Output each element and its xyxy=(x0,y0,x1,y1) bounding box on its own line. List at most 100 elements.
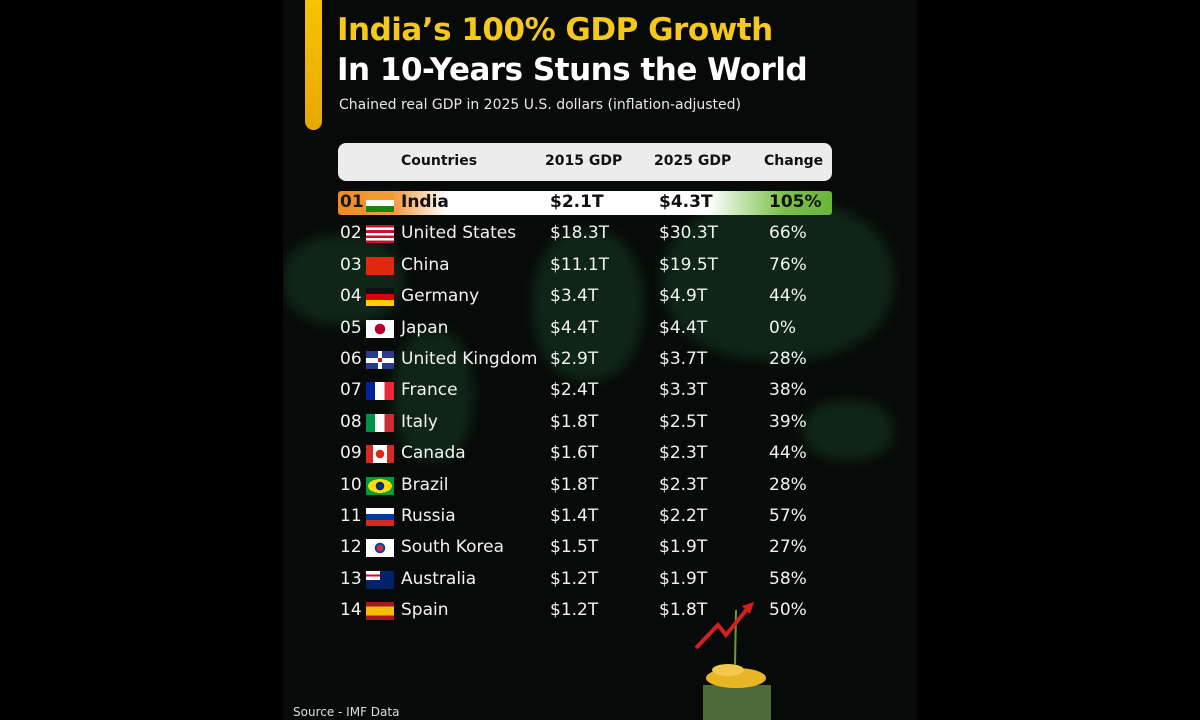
country-name: India xyxy=(401,192,449,212)
gdp-2025: $1.9T xyxy=(659,537,708,558)
table-row: 14 Spain $1.2T $1.8T 50% xyxy=(338,599,832,623)
title-line-2: In 10-Years Stuns the World xyxy=(337,52,808,88)
table-row: 02 United States $18.3T $30.3T 66% xyxy=(338,222,832,246)
rank: 09 xyxy=(340,443,362,464)
gdp-2025: $4.9T xyxy=(659,286,708,307)
table-row: 05 Japan $4.4T $4.4T 0% xyxy=(338,317,832,341)
world-map-shape xyxy=(533,230,643,380)
table-row: 07 France $2.4T $3.3T 38% xyxy=(338,379,832,403)
south-korea-flag-icon xyxy=(366,539,394,558)
gdp-2025: $4.3T xyxy=(659,192,713,212)
title-line-1: India’s 100% GDP Growth xyxy=(337,12,773,48)
trend-arrow-icon xyxy=(694,606,750,650)
growth-money-illustration xyxy=(694,602,771,720)
australia-flag-icon xyxy=(366,570,394,589)
country-name: United States xyxy=(401,223,517,244)
table-header: Countries 2015 GDP 2025 GDP Change xyxy=(338,143,832,181)
gdp-2015: $1.5T xyxy=(550,537,599,558)
world-map-shape xyxy=(663,200,893,360)
country-name: China xyxy=(401,254,450,275)
column-header-2025: 2025 GDP xyxy=(654,153,732,169)
change-percent: 0% xyxy=(769,317,796,338)
table-row: 11 Russia $1.4T $2.2T 57% xyxy=(338,505,832,529)
change-percent: 39% xyxy=(769,411,807,432)
gdp-2025: $2.3T xyxy=(659,474,708,495)
rank: 14 xyxy=(340,600,362,621)
country-name: Australia xyxy=(401,568,477,589)
gdp-2025: $30.3T xyxy=(659,223,719,244)
change-percent: 28% xyxy=(769,474,807,495)
arrowhead xyxy=(742,602,754,614)
change-percent: 66% xyxy=(769,223,807,244)
russia-flag-icon xyxy=(366,508,394,526)
world-map-shape xyxy=(283,235,403,325)
rank: 12 xyxy=(340,537,362,558)
table-row: 01 India $2.1T $4.3T 105% xyxy=(338,191,832,215)
change-percent: 50% xyxy=(769,600,807,621)
column-header-change: Change xyxy=(764,153,824,169)
infographic: India’s 100% GDP Growth In 10-Years Stun… xyxy=(283,0,917,720)
country-name: South Korea xyxy=(401,537,505,558)
change-percent: 57% xyxy=(769,506,807,526)
germany-flag-icon xyxy=(366,288,394,307)
gdp-2015: $1.2T xyxy=(550,568,599,589)
japan-flag-icon xyxy=(366,319,394,338)
brazil-flag-icon xyxy=(366,476,394,495)
gdp-2015: $1.2T xyxy=(550,600,599,621)
gdp-2015: $18.3T xyxy=(550,223,610,244)
cash-stack xyxy=(703,685,771,720)
plant-stem xyxy=(734,609,737,666)
gdp-2025: $1.8T xyxy=(659,600,708,621)
gdp-2015: $2.4T xyxy=(550,380,599,401)
rank: 08 xyxy=(340,411,362,432)
canada-flag-icon xyxy=(366,445,394,464)
china-flag-icon xyxy=(366,256,394,275)
gdp-2015: $1.6T xyxy=(550,443,599,464)
country-name: Russia xyxy=(401,506,456,526)
rank: 03 xyxy=(340,254,362,275)
gdp-2025: $19.5T xyxy=(659,254,719,275)
change-percent: 44% xyxy=(769,443,807,464)
rank: 04 xyxy=(340,286,362,307)
rank: 06 xyxy=(340,349,362,369)
usa-flag-icon xyxy=(366,225,394,244)
rank: 05 xyxy=(340,317,362,338)
uk-flag-icon xyxy=(366,351,394,369)
rank: 11 xyxy=(340,506,362,526)
rank: 10 xyxy=(340,474,362,495)
table-row: 10 Brazil $1.8T $2.3T 28% xyxy=(338,474,832,498)
gdp-2015: $11.1T xyxy=(550,254,610,275)
change-percent: 28% xyxy=(769,349,807,369)
world-map-shape xyxy=(393,330,473,460)
gdp-2025: $3.3T xyxy=(659,380,708,401)
gdp-2015: $1.8T xyxy=(550,474,599,495)
india-flag-icon xyxy=(366,194,394,212)
gdp-2015: $3.4T xyxy=(550,286,599,307)
country-name: Germany xyxy=(401,286,480,307)
gdp-2025: $2.3T xyxy=(659,443,708,464)
rank: 07 xyxy=(340,380,362,401)
world-map-shape xyxy=(803,400,893,460)
gdp-2025: $4.4T xyxy=(659,317,708,338)
france-flag-icon xyxy=(366,382,394,401)
gdp-2015: $2.1T xyxy=(550,192,604,212)
gdp-2025: $2.2T xyxy=(659,506,708,526)
table-row: 04 Germany $3.4T $4.9T 44% xyxy=(338,285,832,309)
column-header-countries: Countries xyxy=(401,153,478,169)
gdp-2015: $1.8T xyxy=(550,411,599,432)
change-percent: 38% xyxy=(769,380,807,401)
rank: 01 xyxy=(340,192,364,212)
table-row: 09 Canada $1.6T $2.3T 44% xyxy=(338,442,832,466)
gdp-2025: $1.9T xyxy=(659,568,708,589)
country-name: Brazil xyxy=(401,474,449,495)
subtitle: Chained real GDP in 2025 U.S. dollars (i… xyxy=(339,97,741,113)
italy-flag-icon xyxy=(366,413,394,432)
country-name: France xyxy=(401,380,458,401)
source-note: Source - IMF Data xyxy=(293,705,400,719)
change-percent: 58% xyxy=(769,568,807,589)
gdp-2025: $2.5T xyxy=(659,411,708,432)
table-row: 06 United Kingdom $2.9T $3.7T 28% xyxy=(338,348,832,372)
country-name: Japan xyxy=(401,317,449,338)
change-percent: 44% xyxy=(769,286,807,307)
country-name: Canada xyxy=(401,443,466,464)
